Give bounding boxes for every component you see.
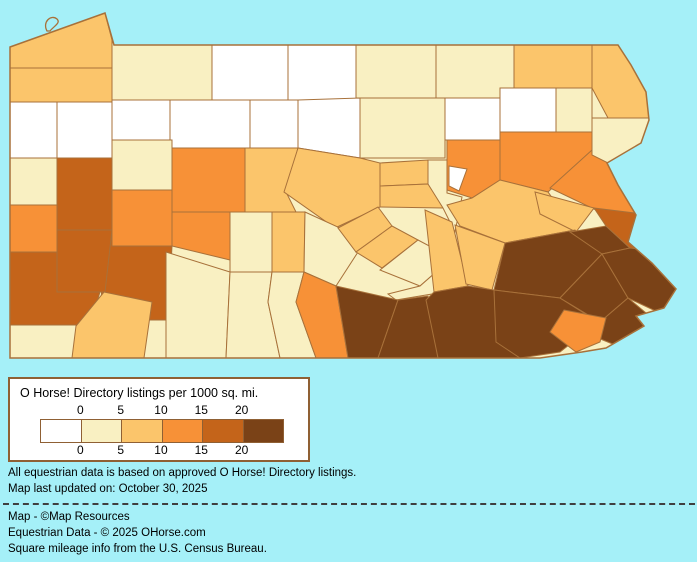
county-cambria: Cambria — 0-5 O Horse! Directory listing… [229, 211, 273, 273]
county-forest: Forest — 0 O Horse! Directory listings p… [111, 99, 171, 141]
legend-title: O Horse! Directory listings per 1000 sq.… [20, 386, 259, 400]
legend-ticks-bottom: 0 5 10 15 20 [10, 443, 308, 457]
legend-tick-label: 15 [194, 443, 208, 457]
county-layer: Erie — 5-10 O Horse! Directory listings … [10, 13, 676, 358]
presque-isle-peninsula [44, 16, 59, 32]
legend-tick-label: 20 [234, 443, 249, 457]
county-cameron: Cameron — 0 O Horse! Directory listings … [249, 99, 299, 149]
county-armstrong: Armstrong — 10-15 O Horse! Directory lis… [111, 189, 173, 247]
county-franklin: Franklin — 10-15 O Horse! Directory list… [295, 271, 349, 358]
county-clearfield: Clearfield — 5-10 O Horse! Directory lis… [244, 147, 299, 213]
county-adams: Adams — 20+ O Horse! Directory listings … [335, 285, 399, 358]
legend-box: O Horse! Directory listings per 1000 sq.… [8, 377, 310, 462]
county-elk: Elk — 0 O Horse! Directory listings per … [169, 99, 251, 149]
legend-swatch-20+ [242, 420, 283, 442]
county-beaver: Beaver — 10-15 O Horse! Directory listin… [10, 204, 58, 253]
county-crawford: Crawford — 5-10 O Horse! Directory listi… [10, 67, 113, 103]
county-allegheny: Allegheny — 15-20 O Horse! Directory lis… [56, 229, 113, 293]
legend-tick-label: 0 [76, 403, 84, 417]
county-delaware: Delaware — 10-15 O Horse! Directory list… [549, 309, 607, 353]
legend-swatch-0 [41, 420, 81, 442]
county-wayne: Wayne — 5-10 O Horse! Directory listings… [591, 39, 661, 119]
county-susquehanna: Susquehanna — 5-10 O Horse! Directory li… [513, 39, 593, 89]
county-butler: Butler — 15-20 O Horse! Directory listin… [56, 157, 113, 231]
county-blair: Blair — 5-10 O Horse! Directory listings… [271, 211, 306, 273]
map-notes: All equestrian data is based on approved… [8, 466, 356, 497]
legend-swatch-5-10 [121, 420, 162, 442]
county-huntingdon: Huntingdon — 0-5 O Horse! Directory list… [303, 211, 359, 287]
county-union: Union — 5-10 O Horse! Directory listings… [379, 159, 429, 187]
legend-ticks-top: 0 5 10 15 20 [10, 403, 308, 417]
credit-square-mileage: Square mileage info from the U.S. Census… [8, 543, 267, 555]
county-lycoming: Lycoming — 0-5 O Horse! Directory listin… [359, 97, 446, 159]
note-last-updated: Map last updated on: October 30, 2025 [8, 482, 208, 495]
legend-swatch-10-15 [161, 420, 202, 442]
legend-tick-label: 5 [117, 403, 124, 417]
legend-swatch-15-20 [202, 420, 243, 442]
county-mckean: McKean — 0 O Horse! Directory listings p… [211, 39, 289, 101]
county-york: York — 20+ O Horse! Directory listings p… [377, 295, 439, 358]
county-montour: Montour — 0 O Horse! Directory listings … [448, 165, 468, 192]
county-pike: Pike — 0-5 O Horse! Directory listings p… [591, 117, 661, 164]
county-wyoming: Wyoming — 0 O Horse! Directory listings … [499, 87, 557, 133]
dashed-separator [3, 503, 695, 505]
legend-tick-label: 10 [154, 403, 168, 417]
county-clarion: Clarion — 0-5 O Horse! Directory listing… [111, 139, 173, 191]
county-erie: Erie — 5-10 O Horse! Directory listings … [10, 13, 113, 69]
county-lawrence: Lawrence — 0-5 O Horse! Directory listin… [10, 157, 58, 206]
county-jefferson: Jefferson — 10-15 O Horse! Directory lis… [171, 147, 246, 213]
county-sullivan: Sullivan — 0 O Horse! Directory listings… [444, 97, 501, 141]
credit-equestrian-data: Equestrian Data - © 2025 OHorse.com [8, 527, 206, 539]
state-outline [9, 12, 677, 359]
county-lackawanna: Lackawanna — 0-5 O Horse! Directory list… [555, 87, 593, 133]
legend-tick-label: 10 [154, 443, 168, 457]
legend-tick-label: 5 [117, 443, 124, 457]
county-fayette: Fayette — 5-10 O Horse! Directory listin… [71, 291, 153, 358]
county-potter: Potter — 0 O Horse! Directory listings p… [287, 39, 357, 101]
credit-map: Map - ©Map Resources [8, 511, 130, 523]
legend-swatch-0-5 [80, 420, 121, 442]
county-mercer: Mercer — 0 O Horse! Directory listings p… [10, 101, 58, 159]
pennsylvania-county-map: Erie — 5-10 O Horse! Directory listings … [9, 12, 677, 359]
legend-tick-label: 0 [76, 443, 84, 457]
legend-tick-label: 15 [194, 403, 208, 417]
credits-block: Map - ©Map Resources Equestrian Data - ©… [8, 509, 267, 557]
county-greene: Greene — 0-5 O Horse! Directory listings… [10, 324, 89, 358]
county-tioga: Tioga — 0-5 O Horse! Directory listings … [355, 39, 437, 99]
county-venango: Venango — 0 O Horse! Directory listings … [56, 101, 113, 159]
legend-tick-label: 20 [234, 403, 249, 417]
county-warren: Warren — 0-5 O Horse! Directory listings… [111, 39, 213, 101]
legend-color-bar [40, 419, 284, 443]
county-washington: Washington — 15-20 O Horse! Directory li… [10, 251, 101, 326]
note-data-source: All equestrian data is based on approved… [8, 467, 357, 479]
county-somerset: Somerset — 0-5 O Horse! Directory listin… [165, 251, 231, 358]
